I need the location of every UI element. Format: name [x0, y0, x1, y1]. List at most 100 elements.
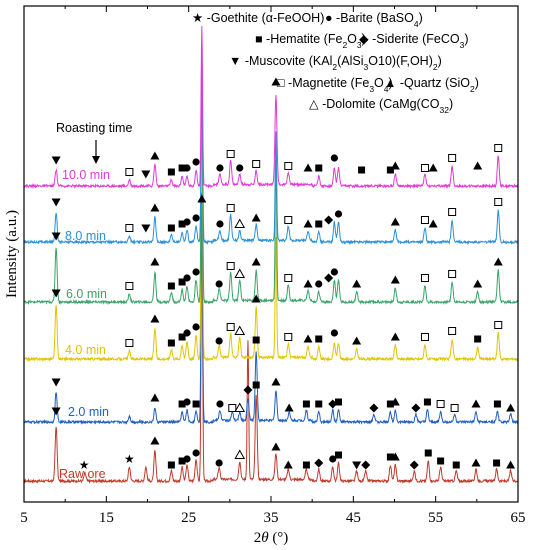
peak-marker-4-20	[448, 208, 457, 216]
peak-marker-0-17	[335, 451, 343, 459]
peak-marker-0-15	[314, 458, 324, 468]
peak-marker-4-11	[251, 213, 261, 222]
series-layer	[23, 26, 519, 485]
peak-marker-4-14	[315, 220, 323, 228]
peak-marker-1-11	[284, 403, 294, 412]
x-tick-label-2: 25	[181, 510, 196, 526]
peak-marker-4-10	[234, 218, 246, 228]
peak-marker-3-10	[251, 257, 261, 266]
peak-marker-4-4	[167, 224, 175, 232]
legend-entry-6: ▲ -Quartz (SiO2)	[384, 76, 479, 94]
series-line-5	[23, 26, 519, 190]
peak-marker-2-15	[352, 336, 362, 345]
peak-marker-3-6	[192, 268, 200, 276]
peak-marker-2-12	[303, 334, 313, 343]
peak-marker-3-1	[125, 282, 134, 290]
peak-marker-1-6	[228, 404, 237, 412]
peak-marker-5-15	[315, 164, 323, 172]
peak-marker-2-16	[390, 332, 400, 341]
peak-marker-4-12	[284, 216, 293, 224]
peak-marker-3-12	[303, 279, 313, 288]
peak-marker-5-9	[226, 150, 235, 158]
peak-marker-2-10	[251, 294, 261, 303]
peak-marker-3-21	[493, 257, 503, 266]
x-axis-title: 2θ (°)	[254, 530, 289, 546]
peak-marker-4-15	[324, 215, 334, 225]
peak-marker-0-22	[409, 460, 419, 470]
peak-marker-2-13	[315, 335, 323, 343]
peak-marker-4-7	[192, 214, 200, 222]
peak-marker-1-7	[234, 402, 246, 412]
peak-marker-5-18	[386, 166, 394, 174]
series-line-2	[23, 99, 519, 363]
peak-marker-1-19	[411, 403, 421, 413]
peak-marker-4-1	[125, 224, 134, 232]
peak-marker-3-9	[234, 268, 246, 278]
x-tick-label-6: 65	[511, 510, 526, 526]
peak-marker-3-17	[390, 275, 400, 284]
peak-marker-2-3	[167, 339, 175, 347]
peak-marker-3-2	[150, 257, 160, 266]
peak-marker-4-3	[141, 224, 151, 233]
peak-marker-3-18	[420, 274, 429, 282]
peak-marker-1-8	[243, 385, 253, 395]
peak-marker-0-25	[452, 461, 460, 469]
x-tick-label-4: 45	[346, 510, 361, 526]
peak-marker-3-19	[448, 270, 457, 278]
peak-marker-0-13	[283, 460, 293, 469]
peak-marker-1-17	[386, 400, 394, 408]
peak-marker-5-10	[236, 164, 244, 172]
peak-marker-5-21	[428, 163, 438, 172]
peak-marker-1-23	[471, 399, 481, 408]
peak-marker-3-15	[324, 273, 334, 283]
peak-marker-1-20	[423, 398, 431, 406]
peak-marker-4-17	[390, 217, 400, 226]
peak-marker-0-0	[51, 407, 61, 416]
peak-marker-1-18	[390, 397, 400, 406]
peak-marker-0-28	[506, 460, 516, 469]
peak-marker-3-5	[183, 274, 191, 282]
peak-marker-5-3	[150, 151, 160, 160]
peak-marker-5-5	[178, 164, 186, 172]
peak-marker-5-17	[358, 166, 366, 174]
peak-marker-4-16	[334, 210, 343, 218]
peak-marker-2-17	[420, 333, 429, 341]
peak-marker-2-1	[125, 339, 134, 347]
y-axis-title: Intensity (a.u.)	[4, 210, 20, 298]
series-label-4: 8.0 min	[65, 229, 106, 243]
peak-marker-5-20	[420, 164, 429, 172]
peak-marker-2-20	[494, 321, 503, 329]
peak-marker-4-18	[420, 216, 429, 224]
legend-entry-1: ● -Barite (BaSO4)	[325, 11, 423, 29]
peak-marker-2-4	[178, 333, 186, 341]
peak-marker-5-13	[271, 77, 281, 86]
peak-marker-3-3	[167, 282, 175, 290]
series-label-layer: Raw ore 2.0 min 4.0 min 6.0 min 8.0 min 10.0 …	[59, 168, 110, 481]
peak-marker-2-8	[226, 323, 235, 331]
peak-marker-2-19	[474, 335, 482, 343]
peak-marker-1-4	[192, 400, 200, 408]
peak-marker-3-20	[473, 279, 483, 288]
peak-marker-0-18	[352, 461, 362, 470]
peak-marker-0-11	[252, 381, 260, 389]
peak-marker-5-11	[252, 160, 261, 168]
roasting-time-annotation: Roasting time	[56, 121, 132, 135]
x-tick-label-0: 5	[20, 510, 28, 526]
roasting-time-arrowhead	[92, 156, 100, 164]
peak-marker-0-24	[437, 457, 445, 465]
peak-marker-0-2: ★	[124, 452, 135, 466]
legend-entry-5: □ -Magnetite (Fe3O4)	[277, 76, 393, 94]
peak-marker-3-14	[330, 268, 338, 276]
peak-marker-0-8	[197, 194, 207, 203]
x-tick-label-5: 55	[428, 510, 443, 526]
peak-marker-2-2	[150, 314, 160, 323]
peak-marker-0-10	[234, 449, 246, 459]
peak-marker-5-7	[192, 158, 200, 166]
peak-marker-0-20	[386, 453, 394, 461]
peak-marker-4-21	[494, 198, 503, 206]
peak-marker-5-14	[303, 163, 313, 172]
peak-marker-2-18	[448, 327, 457, 335]
peak-marker-4-13	[303, 219, 313, 228]
peak-marker-1-25	[506, 403, 516, 412]
series-label-5: 10.0 min	[62, 168, 110, 182]
